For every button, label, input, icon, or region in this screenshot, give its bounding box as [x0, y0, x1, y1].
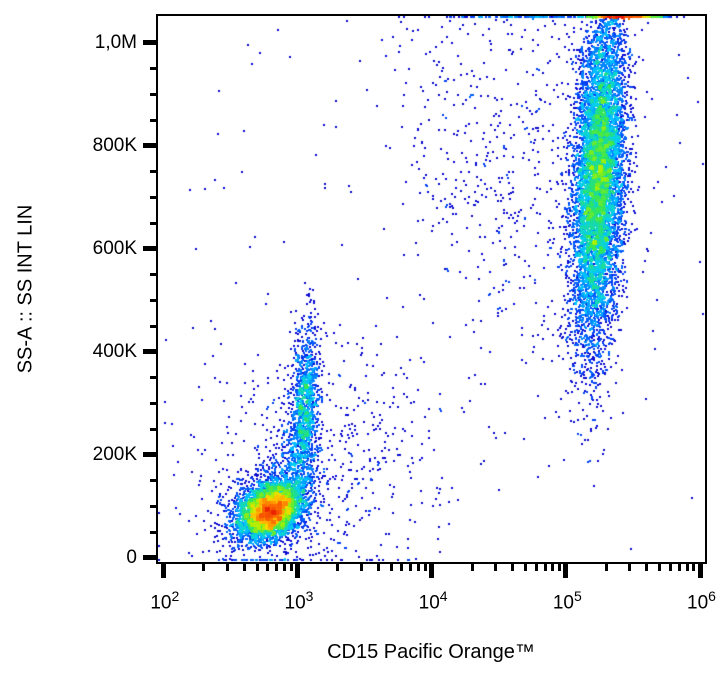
y-minor-tick — [150, 273, 156, 277]
scatter-canvas — [158, 16, 705, 562]
x-tick-label: 104 — [419, 588, 448, 614]
y-tick-label: 200K — [92, 443, 137, 465]
x-minor-tick — [685, 564, 689, 571]
x-tick-exponent: 2 — [171, 588, 180, 604]
y-minor-tick — [150, 376, 156, 380]
x-minor-tick — [376, 564, 380, 571]
y-tick-label: 400K — [92, 340, 137, 362]
x-minor-tick — [202, 564, 206, 571]
y-minor-tick — [150, 401, 156, 405]
x-minor-tick — [409, 564, 413, 571]
x-minor-tick — [470, 564, 474, 571]
x-minor-tick — [677, 564, 681, 571]
x-minor-tick — [360, 564, 364, 571]
x-major-tick — [160, 564, 166, 578]
y-minor-tick — [150, 170, 156, 174]
x-minor-tick — [668, 564, 672, 571]
x-minor-tick — [494, 564, 498, 571]
x-axis-title: CD15 Pacific Orange™ — [327, 641, 535, 663]
y-minor-tick — [150, 479, 156, 483]
y-minor-tick — [150, 118, 156, 122]
x-tick-base: 10 — [687, 592, 709, 614]
x-minor-tick — [424, 564, 428, 571]
x-tick-exponent: 5 — [573, 588, 582, 604]
x-major-tick — [429, 564, 435, 578]
y-major-tick — [143, 452, 156, 458]
y-minor-tick — [150, 324, 156, 328]
x-tick-label: 106 — [687, 588, 716, 614]
y-minor-tick — [150, 67, 156, 71]
x-tick-exponent: 3 — [305, 588, 314, 604]
x-minor-tick — [645, 564, 649, 571]
x-tick-base: 10 — [418, 592, 440, 614]
y-minor-tick — [150, 92, 156, 96]
x-minor-tick — [558, 564, 562, 571]
x-minor-tick — [289, 564, 293, 571]
x-tick-base: 10 — [150, 592, 172, 614]
x-minor-tick — [283, 564, 287, 571]
plot-frame — [156, 14, 707, 564]
y-tick-label: 0 — [126, 546, 137, 568]
x-minor-tick — [389, 564, 393, 571]
x-minor-tick — [336, 564, 340, 571]
x-major-tick — [697, 564, 703, 578]
x-tick-base: 10 — [552, 592, 574, 614]
y-major-tick — [143, 555, 156, 561]
x-minor-tick — [242, 564, 246, 571]
x-minor-tick — [543, 564, 547, 571]
x-tick-label: 105 — [553, 588, 582, 614]
x-minor-tick — [275, 564, 279, 571]
y-major-tick — [143, 246, 156, 252]
y-axis-title: SS-A :: SS INT LIN — [14, 204, 37, 374]
x-minor-tick — [225, 564, 229, 571]
x-minor-tick — [658, 564, 662, 571]
y-major-tick — [143, 349, 156, 355]
x-minor-tick — [400, 564, 404, 571]
x-minor-tick — [510, 564, 514, 571]
y-tick-label: 1,0M — [94, 31, 137, 53]
x-major-tick — [295, 564, 301, 578]
x-minor-tick — [551, 564, 555, 571]
y-minor-tick — [150, 195, 156, 199]
y-major-tick — [143, 40, 156, 46]
x-minor-tick — [628, 564, 632, 571]
y-tick-label: 600K — [92, 237, 137, 259]
x-major-tick — [563, 564, 569, 578]
x-minor-tick — [266, 564, 270, 571]
x-minor-tick — [523, 564, 527, 571]
x-tick-exponent: 4 — [439, 588, 448, 604]
x-tick-exponent: 6 — [708, 588, 716, 604]
x-minor-tick — [534, 564, 538, 571]
y-minor-tick — [150, 530, 156, 534]
y-minor-tick — [150, 221, 156, 225]
x-tick-base: 10 — [284, 592, 306, 614]
x-minor-tick — [255, 564, 259, 571]
y-minor-tick — [150, 504, 156, 508]
x-minor-tick — [692, 564, 696, 571]
x-tick-label: 103 — [285, 588, 314, 614]
y-minor-tick — [150, 298, 156, 302]
y-major-tick — [143, 143, 156, 149]
y-tick-label: 800K — [92, 134, 137, 156]
x-minor-tick — [417, 564, 421, 571]
x-minor-tick — [604, 564, 608, 571]
x-tick-label: 102 — [150, 588, 179, 614]
y-minor-tick — [150, 427, 156, 431]
